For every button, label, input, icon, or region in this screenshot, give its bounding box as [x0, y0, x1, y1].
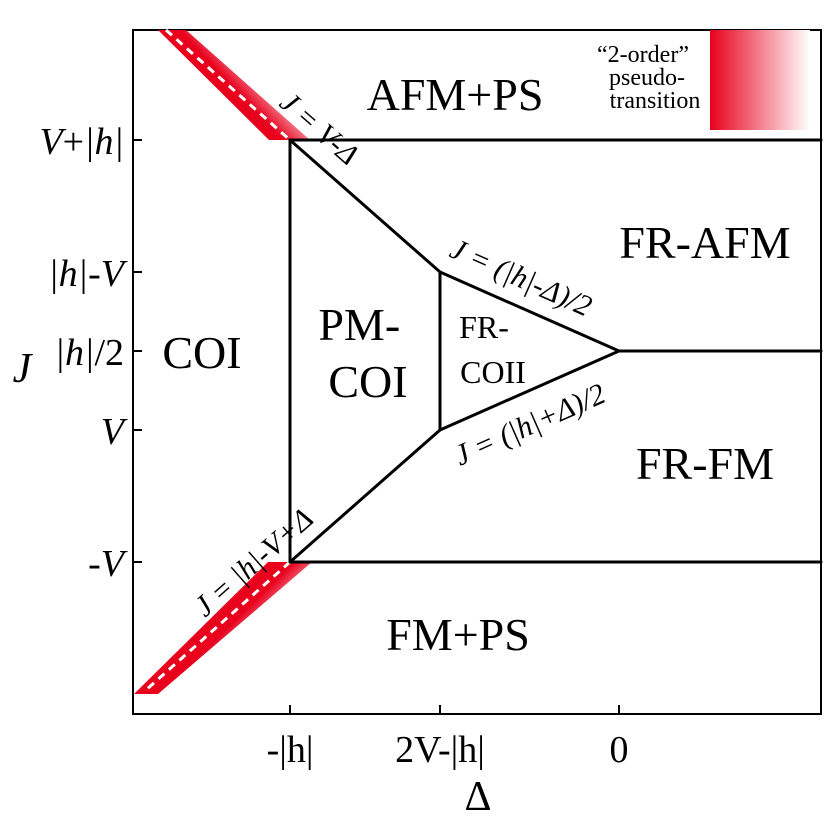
region-coi: COI [162, 327, 241, 378]
pseudo-transition-band-lower [134, 562, 312, 694]
y-tick-label-1: |h|-V [48, 253, 128, 295]
legend-line-2: pseudo- [609, 65, 685, 91]
boundary-j-h-plus-delta-half [438, 349, 621, 432]
y-axis-label: J [13, 346, 34, 392]
y-axis-ticks [133, 139, 142, 563]
legend: “2-order” pseudo- transition [597, 30, 810, 130]
plot-frame [132, 29, 822, 715]
y-tick-label-4: -V [88, 543, 128, 585]
region-pm-coi-line1: PM- [318, 299, 400, 350]
phase-boundaries [288, 138, 823, 564]
x-tick-label-1: 2V-|h| [395, 729, 485, 771]
y-tick-label-2: |h|/2 [55, 332, 124, 374]
region-fr-afm: FR-AFM [619, 217, 790, 268]
legend-line-1: “2-order” [597, 42, 689, 68]
pseudo-transition-band-upper [158, 30, 310, 140]
x-tick-label-2: 0 [610, 729, 629, 771]
legend-gradient-swatch [710, 30, 810, 130]
x-tick-label-0: -|h| [267, 729, 314, 771]
region-fr-coii-line1: FR- [459, 309, 509, 345]
boundary-j-h-minus-v-plus-delta [288, 428, 442, 564]
region-afm-ps: AFM+PS [367, 69, 544, 120]
region-pm-coi-line2: COI [328, 356, 407, 407]
x-axis-label: Δ [464, 774, 491, 820]
region-fr-coii: FR- COII [459, 309, 526, 390]
x-axis-ticks [289, 705, 620, 714]
legend-line-3: transition [610, 88, 701, 114]
region-fr-coii-line2: COII [460, 354, 526, 390]
region-fm-ps: FM+PS [386, 609, 530, 660]
y-tick-label-3: V [101, 411, 128, 453]
pseudo-transition-dash-lower [145, 560, 291, 692]
y-tick-label-0: V+|h| [39, 121, 124, 163]
boundary-j-v-minus-delta [288, 138, 442, 274]
region-pm-coi: PM- COI [318, 299, 411, 407]
boundary-j-h-minus-delta-half [438, 270, 621, 353]
legend-text: “2-order” pseudo- transition [597, 42, 700, 114]
region-fr-fm: FR-FM [636, 438, 774, 489]
